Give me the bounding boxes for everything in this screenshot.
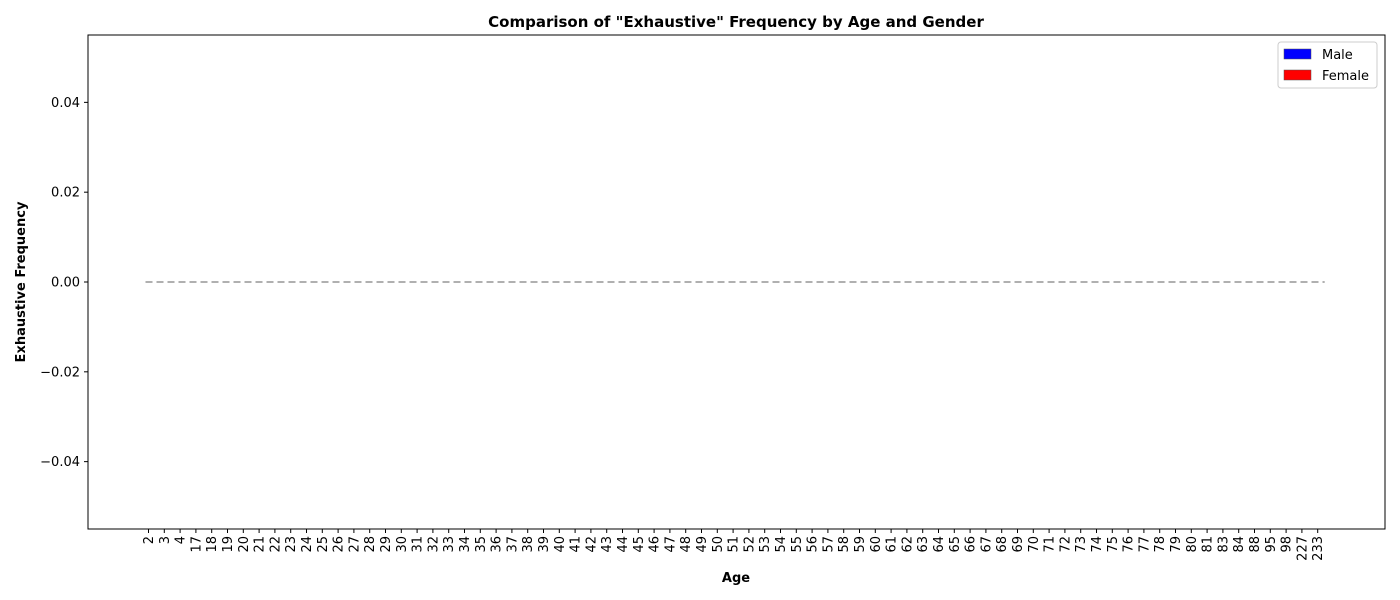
x-tick-label: 72 <box>1058 536 1073 553</box>
x-tick-label: 18 <box>205 536 220 553</box>
x-tick-label: 61 <box>885 536 900 553</box>
x-tick-label: 23 <box>284 536 299 553</box>
chart-title: Comparison of "Exhaustive" Frequency by … <box>488 13 984 31</box>
x-tick-label: 60 <box>869 536 884 553</box>
x-tick-label: 98 <box>1280 536 1295 553</box>
legend-label-female: Female <box>1322 69 1369 84</box>
x-tick-label: 19 <box>221 536 236 553</box>
x-tick-label: 63 <box>916 536 931 553</box>
x-tick-label: 71 <box>1043 536 1058 553</box>
x-tick-label: 28 <box>363 536 378 553</box>
x-tick-label: 37 <box>505 536 520 553</box>
x-tick-label: 56 <box>806 536 821 553</box>
x-tick-label: 44 <box>616 536 631 553</box>
x-axis-label: Age <box>722 571 750 586</box>
x-tick-label: 54 <box>774 536 789 553</box>
x-tick-label: 26 <box>332 536 347 553</box>
x-tick-label: 29 <box>379 536 394 553</box>
x-tick-label: 55 <box>790 536 805 553</box>
y-axis: −0.04 −0.02 0.00 0.02 0.04 <box>40 96 88 470</box>
x-tick-label: 27 <box>347 536 362 553</box>
y-tick-label: 0.02 <box>51 186 80 201</box>
legend-swatch-male <box>1283 48 1312 60</box>
x-tick-label: 25 <box>316 536 331 553</box>
x-tick-label: 33 <box>442 536 457 553</box>
x-axis: 2 3 4 17 18 19 20 21 22 23 24 25 26 27 28 29 30 31 32 33 34 3… <box>142 529 1326 561</box>
x-tick-label: 74 <box>1090 536 1105 553</box>
x-tick-label: 47 <box>663 536 678 553</box>
y-tick-label: −0.02 <box>40 365 80 380</box>
x-tick-label: 83 <box>1216 536 1231 553</box>
x-tick-label: 53 <box>758 536 773 553</box>
x-tick-label: 65 <box>948 536 963 553</box>
x-tick-label: 77 <box>1137 536 1152 553</box>
x-tick-label: 76 <box>1122 536 1137 553</box>
x-tick-label: 81 <box>1201 536 1216 553</box>
x-tick-label: 31 <box>411 536 426 553</box>
x-tick-label: 62 <box>900 536 915 553</box>
x-tick-label: 43 <box>600 536 615 553</box>
x-tick-label: 227 <box>1295 536 1310 561</box>
x-tick-label: 3 <box>158 536 173 544</box>
x-tick-label: 64 <box>932 536 947 553</box>
y-tick-label: 0.04 <box>51 96 80 111</box>
x-tick-label: 45 <box>632 536 647 553</box>
x-tick-label: 58 <box>837 536 852 553</box>
x-tick-label: 17 <box>189 536 204 553</box>
x-tick-label: 84 <box>1232 536 1247 553</box>
x-tick-label: 30 <box>395 536 410 553</box>
x-tick-label: 39 <box>537 536 552 553</box>
x-tick-label: 24 <box>300 536 315 553</box>
x-tick-label: 88 <box>1248 536 1263 553</box>
x-tick-label: 40 <box>553 536 568 553</box>
x-tick-label: 70 <box>1027 536 1042 553</box>
legend: Male Female <box>1277 41 1378 89</box>
x-tick-label: 51 <box>727 536 742 553</box>
x-tick-label: 80 <box>1185 536 1200 553</box>
legend-label-male: Male <box>1322 48 1353 63</box>
x-tick-label: 67 <box>979 536 994 553</box>
x-tick-label: 68 <box>995 536 1010 553</box>
y-axis-label: Exhaustive Frequency <box>14 201 29 362</box>
x-tick-label: 38 <box>521 536 536 553</box>
x-tick-label: 21 <box>253 536 268 553</box>
x-tick-label: 20 <box>237 536 252 553</box>
x-tick-label: 22 <box>268 536 283 553</box>
x-tick-label: 66 <box>964 536 979 553</box>
x-tick-label: 233 <box>1311 536 1326 561</box>
x-tick-label: 35 <box>474 536 489 553</box>
x-tick-label: 78 <box>1153 536 1168 553</box>
x-tick-label: 95 <box>1264 536 1279 553</box>
y-tick-label: 0.00 <box>51 276 80 291</box>
x-tick-label: 50 <box>711 536 726 553</box>
x-tick-label: 42 <box>584 536 599 553</box>
x-tick-label: 34 <box>458 536 473 553</box>
x-tick-label: 75 <box>1106 536 1121 553</box>
x-tick-label: 79 <box>1169 536 1184 553</box>
x-tick-label: 32 <box>426 536 441 553</box>
x-tick-label: 52 <box>742 536 757 553</box>
x-tick-label: 73 <box>1074 536 1089 553</box>
x-tick-label: 59 <box>853 536 868 553</box>
x-tick-label: 4 <box>174 536 189 544</box>
x-tick-label: 57 <box>821 536 836 553</box>
x-tick-label: 69 <box>1011 536 1026 553</box>
x-tick-label: 46 <box>648 536 663 553</box>
x-tick-label: 41 <box>569 536 584 553</box>
x-tick-label: 2 <box>142 536 157 544</box>
x-tick-label: 36 <box>490 536 505 553</box>
x-tick-label: 49 <box>695 536 710 553</box>
x-tick-label: 48 <box>679 536 694 553</box>
y-tick-label: −0.04 <box>40 455 80 470</box>
legend-swatch-female <box>1283 69 1312 81</box>
